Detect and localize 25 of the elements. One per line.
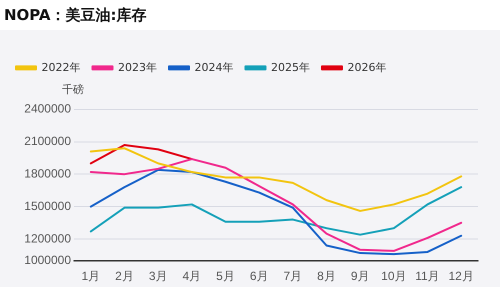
x-tick-label: 2月 bbox=[115, 269, 134, 284]
y-tick-label: 1500000 bbox=[24, 198, 72, 213]
x-tick-label: 5月 bbox=[216, 269, 235, 284]
x-tick-label: 12月 bbox=[448, 269, 474, 284]
y-tick-label: 1800000 bbox=[24, 166, 72, 181]
x-tick-label: 6月 bbox=[250, 269, 269, 284]
legend-label: 2024年 bbox=[194, 60, 234, 74]
legend-label: 2026年 bbox=[347, 60, 386, 74]
x-tick-label: 8月 bbox=[317, 269, 336, 284]
y-tick-label: 1000000 bbox=[24, 252, 72, 267]
legend-label: 2023年 bbox=[118, 60, 157, 74]
legend-label: 2022年 bbox=[42, 60, 80, 74]
x-tick-label: 11月 bbox=[415, 269, 440, 284]
y-axis-title: 千磅 bbox=[62, 82, 84, 96]
chart-title: NOPA：美豆油:库存 bbox=[0, 0, 500, 30]
x-tick-label: 9月 bbox=[350, 269, 370, 284]
legend-label: 2025年 bbox=[270, 60, 310, 74]
y-tick-label: 2100000 bbox=[24, 134, 72, 148]
x-tick-label: 7月 bbox=[283, 269, 302, 284]
x-tick-label: 4月 bbox=[182, 269, 202, 284]
x-tick-label: 1月 bbox=[81, 269, 100, 284]
x-tick-label: 3月 bbox=[148, 269, 168, 284]
y-tick-label: 1200000 bbox=[24, 231, 72, 246]
x-tick-label: 10月 bbox=[381, 269, 407, 284]
y-tick-label: 2400000 bbox=[24, 102, 72, 116]
